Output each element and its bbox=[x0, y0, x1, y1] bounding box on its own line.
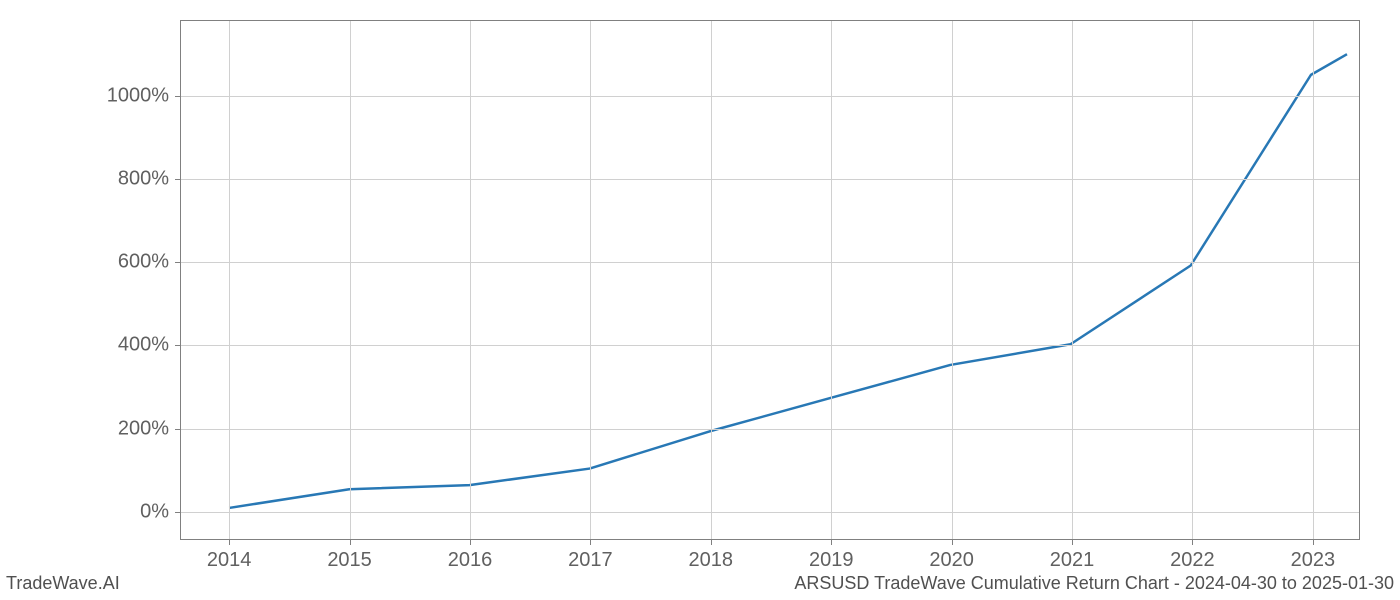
chart-tick-h bbox=[175, 179, 181, 180]
chart-y-tick-label: 400% bbox=[118, 334, 169, 357]
chart-tick-v bbox=[711, 539, 712, 545]
chart-tick-v bbox=[1192, 539, 1193, 545]
chart-tick-h bbox=[175, 429, 181, 430]
chart-y-tick-label: 800% bbox=[118, 168, 169, 191]
chart-x-tick-label: 2020 bbox=[929, 549, 974, 572]
chart-tick-v bbox=[350, 539, 351, 545]
chart-tick-h bbox=[175, 512, 181, 513]
chart-gridline-v bbox=[831, 21, 832, 539]
chart-x-tick-label: 2019 bbox=[809, 549, 854, 572]
chart-gridline-h bbox=[181, 262, 1359, 263]
chart-tick-v bbox=[590, 539, 591, 545]
chart-gridline-v bbox=[590, 21, 591, 539]
chart-x-tick-label: 2016 bbox=[448, 549, 493, 572]
chart-gridline-v bbox=[1192, 21, 1193, 539]
chart-gridline-h bbox=[181, 429, 1359, 430]
chart-container: 0%200%400%600%800%1000%20142015201620172… bbox=[180, 20, 1360, 540]
chart-tick-h bbox=[175, 345, 181, 346]
chart-gridline-v bbox=[1072, 21, 1073, 539]
chart-gridline-h bbox=[181, 179, 1359, 180]
chart-tick-v bbox=[831, 539, 832, 545]
chart-gridline-v bbox=[350, 21, 351, 539]
chart-line-path bbox=[229, 54, 1347, 508]
chart-gridline-v bbox=[711, 21, 712, 539]
chart-gridline-v bbox=[470, 21, 471, 539]
chart-x-tick-label: 2018 bbox=[689, 549, 734, 572]
chart-x-tick-label: 2015 bbox=[327, 549, 372, 572]
chart-x-tick-label: 2022 bbox=[1170, 549, 1215, 572]
chart-gridline-v bbox=[229, 21, 230, 539]
chart-x-tick-label: 2023 bbox=[1291, 549, 1336, 572]
footer-left-brand: TradeWave.AI bbox=[6, 573, 120, 594]
chart-x-tick-label: 2014 bbox=[207, 549, 252, 572]
chart-gridline-h bbox=[181, 96, 1359, 97]
chart-x-tick-label: 2021 bbox=[1050, 549, 1095, 572]
chart-tick-v bbox=[229, 539, 230, 545]
chart-gridline-v bbox=[952, 21, 953, 539]
chart-tick-h bbox=[175, 96, 181, 97]
chart-tick-v bbox=[1072, 539, 1073, 545]
chart-gridline-h bbox=[181, 345, 1359, 346]
footer-right-caption: ARSUSD TradeWave Cumulative Return Chart… bbox=[794, 573, 1394, 594]
chart-gridline-h bbox=[181, 512, 1359, 513]
chart-y-tick-label: 0% bbox=[140, 500, 169, 523]
chart-tick-v bbox=[952, 539, 953, 545]
chart-y-tick-label: 600% bbox=[118, 251, 169, 274]
chart-tick-h bbox=[175, 262, 181, 263]
chart-plot-area: 0%200%400%600%800%1000%20142015201620172… bbox=[180, 20, 1360, 540]
chart-x-tick-label: 2017 bbox=[568, 549, 613, 572]
chart-tick-v bbox=[1313, 539, 1314, 545]
chart-line-series bbox=[181, 21, 1359, 539]
chart-tick-v bbox=[470, 539, 471, 545]
chart-y-tick-label: 200% bbox=[118, 417, 169, 440]
chart-gridline-v bbox=[1313, 21, 1314, 539]
chart-y-tick-label: 1000% bbox=[107, 84, 169, 107]
